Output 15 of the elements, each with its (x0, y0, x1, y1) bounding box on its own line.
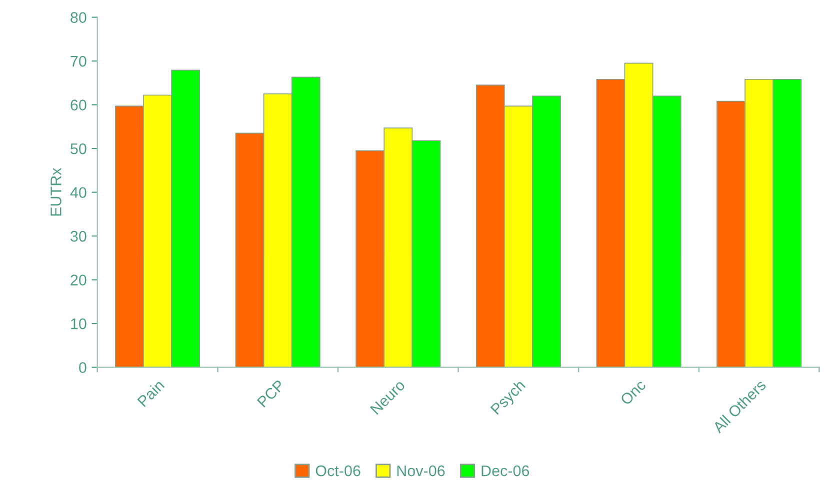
y-tick-label: 70 (70, 56, 86, 67)
y-tick-label: 60 (70, 100, 86, 110)
y-tick-label: 10 (71, 318, 86, 330)
y-tick-label: 0 (79, 362, 86, 373)
y-tick-label: 80 (70, 12, 86, 23)
legend-label: Oct-06 (316, 465, 360, 476)
y-tick-label: 20 (70, 274, 86, 286)
y-tick-label: 30 (70, 230, 86, 242)
legend-label: Dec-06 (482, 465, 530, 476)
legend-label: Nov-06 (397, 465, 445, 476)
y-axis-title: EUTRx (50, 168, 62, 216)
x-tick-label: Onc (620, 378, 646, 406)
x-tick-label: Pain (136, 379, 165, 408)
y-tick-label: 50 (70, 143, 86, 154)
y-tick-label: 40 (70, 187, 86, 198)
